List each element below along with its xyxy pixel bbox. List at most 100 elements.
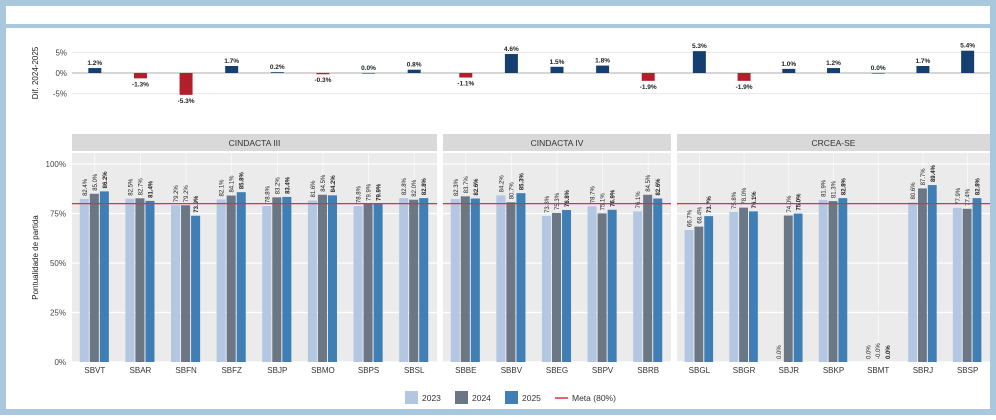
bar-sbjp-2023 [262,206,272,362]
bar-sbsl-2023 [399,198,409,362]
bar-sbpv-2025 [607,209,617,362]
facet-title: CINDACTA III [229,138,281,148]
main-tick-label: 25% [50,309,66,318]
bar-label: 79.9% [367,183,373,201]
bar-label: 86.2% [103,171,109,189]
bar-sbbe-2025 [470,198,480,362]
bar-sbgl-2024 [694,226,704,362]
category-label: SBKP [823,366,844,375]
bar-label: 77.9% [956,187,962,205]
bar-label: 85.0% [93,173,99,191]
category-label: SBMT [867,366,889,375]
category-label: SBBV [501,366,523,375]
bar-sbgr-2023 [729,211,739,362]
bar-sbgr-2024 [739,207,748,362]
bar-sbpv-2023 [587,206,597,362]
bar-sbgl-2025 [704,216,714,362]
bar-label: 80.6% [911,182,917,200]
bar-sbps-2025 [373,203,383,362]
diff-bar-label: -1.1% [457,81,474,88]
category-label: SBGL [689,366,711,375]
bar-label: 0.0% [777,345,783,359]
bar-label: 75.1% [601,193,607,211]
bar-sbfn-2024 [181,205,191,362]
legend-label: 2024 [472,393,491,403]
bar-label: 84.2% [331,175,337,193]
diff-bar-label: 0.2% [270,64,285,71]
bar-label: 82.3% [454,178,460,196]
bar-label: 84.2% [499,175,505,193]
diff-bar-label: 1.7% [916,58,931,65]
bar-label: 85.8% [240,172,246,190]
bar-label: 81.3% [832,180,838,198]
bar-label: 89.4% [931,164,937,182]
bar-label: 78.7% [591,186,597,204]
bar-sbjr-2024 [783,215,793,362]
diff-bar-sbkp [827,68,840,73]
diff-bar-label: 0.0% [871,65,886,72]
legend-label: 2025 [522,393,541,403]
facet-strip [677,134,990,151]
category-label: SBAR [130,366,152,375]
bar-label: 76.1% [636,191,642,209]
diff-bar-sbjp [270,72,284,73]
bar-sbmo-2024 [317,194,327,362]
diff-bar-sbgr [737,73,751,81]
bar-label: 83.4% [285,176,291,194]
bar-sbbv-2025 [516,193,526,362]
bar-sbsp-2023 [952,207,962,362]
bar-label: 0.0% [866,345,872,359]
category-label: SBPV [592,366,614,375]
category-label: SBJP [267,366,287,375]
bar-label: 81.9% [822,179,828,197]
bar-label: 83.2% [275,177,281,195]
bar-sbgr-2025 [748,211,758,362]
diff-bar-label: 0.8% [407,62,422,69]
bar-label: 84.5% [321,174,327,192]
facet-strip [443,134,671,151]
diff-bar-sbsl [407,69,421,73]
legend-label: 2023 [422,393,441,403]
facet-title: CINDACTA IV [531,138,584,148]
diff-bar-label: 1.7% [224,58,239,65]
legend-item: 2025 [505,391,541,404]
bar-label: 0.0% [886,345,892,359]
diff-bar-sbfn [179,73,193,95]
category-label: SBFZ [221,366,242,375]
bar-sbpv-2024 [597,213,607,362]
bar-sbgl-2023 [684,229,694,362]
diff-tick-label: 5% [55,48,67,57]
diff-bar-sbpv [596,65,610,73]
bar-label: 82.6% [656,178,662,196]
legend-swatch-2023 [405,391,418,404]
diff-bar-label: 1.8% [595,58,610,65]
diff-bar-label: 1.2% [826,60,841,67]
bar-sbfn-2025 [191,215,201,362]
bar-label: 82.0% [412,179,418,197]
bar-sbrj-2023 [908,202,918,362]
diff-tick-label: 0% [55,69,67,78]
bar-sbeg-2023 [541,215,551,362]
bar-label: 82.4% [83,178,89,196]
diff-bar-label: 0.0% [361,65,376,72]
bar-sbrj-2025 [927,185,937,362]
bar-sbjp-2025 [282,196,292,362]
legend-swatch-2025 [505,391,518,404]
category-label: SBFN [175,366,197,375]
category-label: SBEG [546,366,568,375]
bar-label: 87.7% [921,168,927,186]
diff-bar-sbrb [641,73,655,81]
diff-bar-label: -1.3% [132,81,149,88]
category-label: SBJR [779,366,800,375]
category-label: SBBE [455,366,476,375]
diff-bar-label: 1.5% [550,59,565,66]
bar-label: 78.8% [357,185,363,203]
bar-sbfz-2025 [236,192,246,362]
main-tick-label: 100% [46,160,66,169]
bar-label: 83.7% [464,176,470,194]
diff-bar-sbmt [871,73,885,74]
bar-label: 68.4% [697,206,703,224]
bar-sbjp-2024 [272,197,282,362]
diff-bar-sbsp [961,50,975,73]
